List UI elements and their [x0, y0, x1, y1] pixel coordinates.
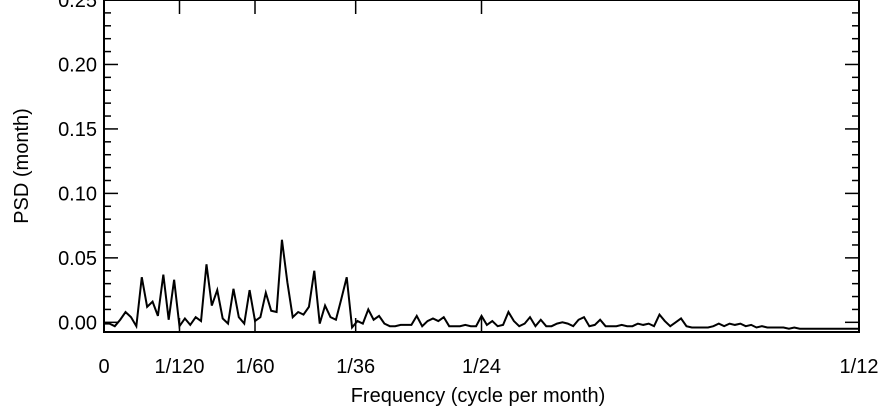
- plot-frame: [103, 0, 860, 333]
- axis-ticks: [103, 0, 860, 332]
- x-tick-label: 1/120: [154, 356, 204, 378]
- y-tick-label: 0.10: [58, 183, 97, 205]
- x-tick-label: 1/60: [236, 356, 275, 378]
- x-tick-label: 1/24: [462, 356, 501, 378]
- y-tick-label: 0.20: [58, 54, 97, 76]
- x-tick-label: 0: [98, 356, 109, 378]
- x-tick-label: 1/12: [840, 356, 879, 378]
- axis-tick-labels: 0.00 0.05 0.10 0.15 0.20 0.25 0 1/120 1/60 1/36 1/…: [58, 0, 878, 378]
- y-axis-title: PSD (month): [11, 108, 33, 224]
- y-tick-label: 0.15: [58, 119, 97, 141]
- y-tick-label: 0.05: [58, 248, 97, 270]
- x-axis-title: Frequency (cycle per month): [351, 385, 606, 407]
- x-tick-label: 1/36: [336, 356, 375, 378]
- y-tick-label: 0.00: [58, 312, 97, 334]
- psd-series-line: [104, 239, 859, 330]
- y-tick-label: 0.25: [58, 0, 97, 12]
